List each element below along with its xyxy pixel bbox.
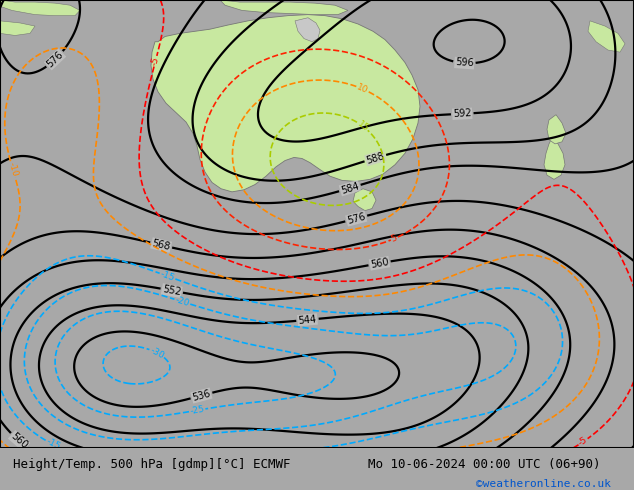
Point bbox=[0, 444, 5, 452]
Text: 536: 536 bbox=[191, 388, 212, 403]
Polygon shape bbox=[547, 115, 566, 144]
Text: 568: 568 bbox=[151, 238, 171, 252]
Text: -10: -10 bbox=[6, 161, 19, 177]
Polygon shape bbox=[353, 189, 376, 211]
Polygon shape bbox=[0, 0, 80, 16]
Text: 544: 544 bbox=[298, 314, 317, 326]
Text: Mo 10-06-2024 00:00 UTC (06+90): Mo 10-06-2024 00:00 UTC (06+90) bbox=[368, 458, 600, 471]
Text: -30: -30 bbox=[148, 345, 165, 360]
Polygon shape bbox=[588, 21, 625, 52]
Text: 576: 576 bbox=[346, 211, 366, 226]
Polygon shape bbox=[220, 0, 348, 15]
Text: 10: 10 bbox=[356, 82, 370, 96]
Text: -5: -5 bbox=[577, 436, 590, 448]
Polygon shape bbox=[544, 138, 565, 179]
Text: Height/Temp. 500 hPa [gdmp][°C] ECMWF: Height/Temp. 500 hPa [gdmp][°C] ECMWF bbox=[13, 458, 290, 471]
Text: -5: -5 bbox=[150, 56, 161, 67]
Text: -20: -20 bbox=[174, 295, 191, 308]
Text: 552: 552 bbox=[162, 284, 182, 297]
Text: 560: 560 bbox=[370, 257, 389, 270]
Text: 584: 584 bbox=[340, 181, 360, 196]
Text: 560: 560 bbox=[9, 431, 29, 451]
Text: 15: 15 bbox=[355, 119, 370, 133]
Text: 5: 5 bbox=[390, 233, 399, 244]
Text: ©weatheronline.co.uk: ©weatheronline.co.uk bbox=[476, 479, 611, 489]
Text: 596: 596 bbox=[455, 57, 474, 69]
Polygon shape bbox=[295, 18, 320, 42]
Text: -15: -15 bbox=[44, 437, 61, 452]
Text: -15: -15 bbox=[159, 270, 176, 283]
Polygon shape bbox=[0, 21, 35, 35]
Text: 576: 576 bbox=[45, 49, 65, 70]
Text: 588: 588 bbox=[365, 150, 385, 166]
Text: -25: -25 bbox=[189, 405, 205, 416]
Polygon shape bbox=[151, 15, 420, 192]
Text: 592: 592 bbox=[453, 108, 472, 119]
